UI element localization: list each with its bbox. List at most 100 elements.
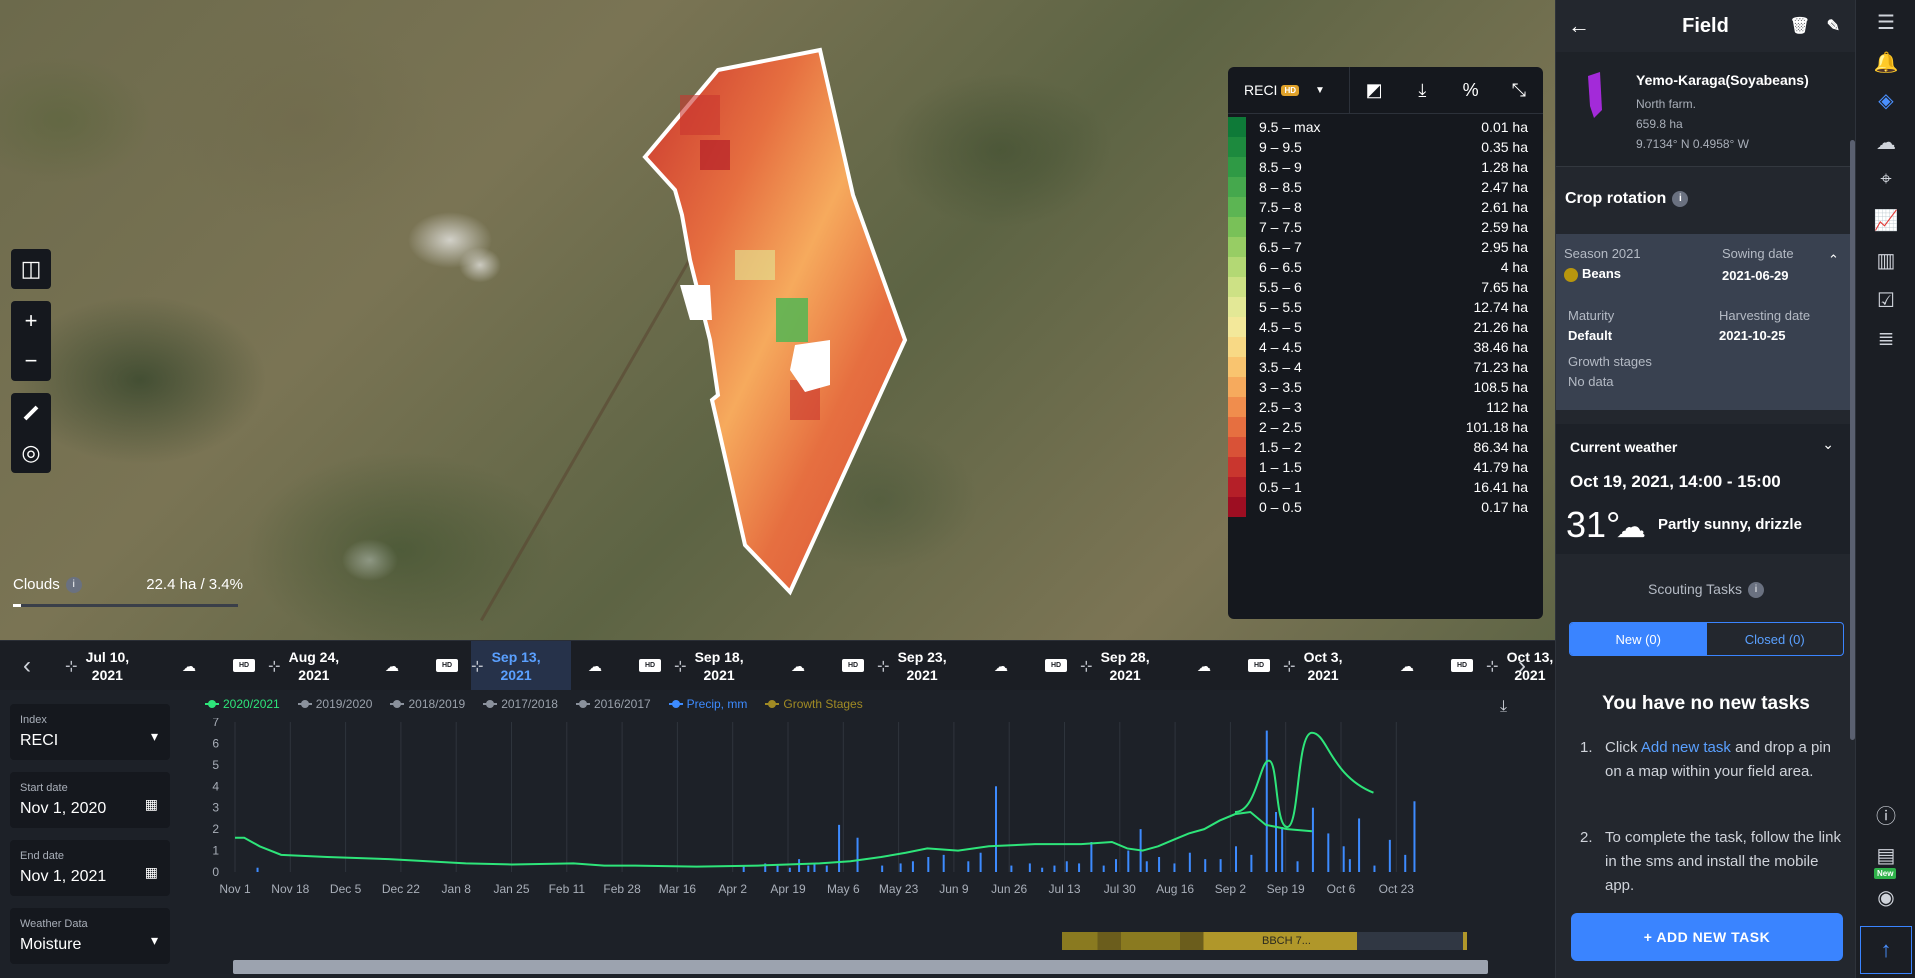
index-select[interactable]: Index RECI ▾	[10, 704, 170, 760]
layers-icon[interactable]: ◈	[1878, 90, 1894, 112]
legend-header: RECI HD ▼ ◩ ⤓ % ⤡	[1228, 67, 1543, 114]
tab-closed[interactable]: Closed (0)	[1744, 631, 1805, 647]
collapse-icon[interactable]: ⤡	[1511, 79, 1527, 100]
scouting-title: Scouting Tasks i	[1556, 581, 1856, 599]
scroll-top-button[interactable]: ↑	[1860, 926, 1912, 974]
precip-bar	[1204, 859, 1207, 872]
legend-area: 101.18 ha	[1465, 419, 1528, 435]
download-icon[interactable]: ⤓	[1418, 79, 1427, 100]
weather-title: Current weather	[1570, 439, 1678, 455]
x-tick-label: Apr 2	[718, 882, 747, 896]
index-chart[interactable]: Nov 1 Nov 18 Dec 5 Dec 22 Jan 8 Jan 25 Feb 11 F…	[195, 718, 1505, 928]
season-card[interactable]: Season 2021 Beans Sowing date 2021-06-29…	[1556, 234, 1856, 410]
precip-bar	[788, 867, 791, 872]
index-value: RECI	[20, 732, 59, 749]
timeline-date[interactable]: ⊹ Sep 23, 2021	[877, 641, 977, 691]
chart-legend-item[interactable]: 2016/2017	[575, 697, 651, 711]
hd-tag[interactable]: HD	[1248, 659, 1270, 672]
index-selector[interactable]: RECI HD ▼	[1228, 67, 1350, 114]
bell-icon[interactable]: 🔔	[1873, 52, 1899, 74]
contrast-icon[interactable]: ◩	[1365, 79, 1383, 100]
timeline-date[interactable]: ⊹ Oct 13, 2021	[1486, 641, 1586, 691]
timeline-scrollbar[interactable]	[233, 960, 1488, 974]
chart-legend-item[interactable]: 2019/2020	[297, 697, 372, 711]
add-new-task-link[interactable]: Add new task	[1640, 739, 1731, 756]
timeline-date[interactable]: ⊹ Sep 28, 2021	[1080, 641, 1180, 691]
zoom-controls: + −	[11, 301, 51, 381]
legend-area: 2.59 ha	[1481, 219, 1528, 235]
ruler-button[interactable]	[11, 393, 51, 433]
precip-bar	[1145, 861, 1148, 872]
hd-tag[interactable]: HD	[436, 659, 458, 672]
menu-icon[interactable]: ☰	[1877, 12, 1895, 34]
end-date-field[interactable]: End date Nov 1, 2021 ▦	[10, 840, 170, 896]
legend-marker	[765, 700, 780, 708]
chevron-up-icon[interactable]: ⌃	[1828, 252, 1839, 267]
precip-bar	[742, 865, 745, 872]
info-icon[interactable]: i	[1672, 190, 1689, 207]
timeline-date[interactable]: ⊹ Sep 13, 2021	[471, 641, 571, 691]
chart-legend-item[interactable]: 2018/2019	[390, 697, 465, 711]
split-view-button[interactable]: ◫	[11, 249, 51, 289]
growth-stage-bar[interactable]: BBCH 7...	[1062, 932, 1467, 950]
chevron-down-icon[interactable]: ⌄	[1822, 436, 1834, 452]
chart-legend-item[interactable]: 2017/2018	[483, 697, 558, 711]
dropdown-icon: ▾	[150, 728, 158, 744]
timeline-date[interactable]: ⊹ Oct 3, 2021	[1283, 641, 1383, 691]
hd-tag[interactable]: HD	[1045, 659, 1067, 672]
cloud-icon[interactable]: ☁	[1876, 132, 1896, 154]
account-icon[interactable]: ◉	[1877, 887, 1895, 909]
chart-legend-item[interactable]: Precip, mm	[668, 697, 747, 711]
satellite-map[interactable]: ◫ + − ◎ Clouds i 22.4 ha / 3.4% RECI HD ▼…	[0, 0, 1555, 640]
zoom-in-button[interactable]: +	[24, 308, 38, 333]
hd-tag[interactable]: HD	[1451, 659, 1473, 672]
start-date-field[interactable]: Start date Nov 1, 2020 ▦	[10, 772, 170, 828]
back-arrow-icon[interactable]: ←	[1568, 13, 1590, 38]
calendar-check-icon[interactable]: ☑	[1877, 290, 1895, 312]
timeline-prev-button[interactable]: ‹	[23, 652, 31, 679]
timeline-date-label: Aug 24, 2021	[288, 649, 340, 683]
info-circle-icon[interactable]: ⓘ	[1876, 806, 1896, 828]
dashboard-icon[interactable]: ▥	[1876, 250, 1896, 272]
field-polygon[interactable]	[0, 0, 1000, 640]
tab-new[interactable]: New (0)	[1570, 623, 1707, 655]
hd-tag[interactable]: HD	[233, 659, 255, 672]
database-icon[interactable]: ≣	[1877, 328, 1895, 350]
news-icon[interactable]: ▤	[1876, 845, 1896, 867]
precip-bar	[1281, 827, 1284, 872]
timeline-next-button[interactable]: ›	[1518, 652, 1526, 679]
cloud-icon: ☁	[588, 658, 602, 674]
step-2: 2. To complete the task, follow the link…	[1580, 826, 1842, 898]
chart-icon[interactable]: 📈	[1873, 210, 1899, 232]
timeline-date[interactable]: ⊹ Sep 18, 2021	[674, 641, 774, 691]
satellite-icon: ⊹	[877, 658, 890, 675]
pin-icon[interactable]: ⌖	[1880, 168, 1892, 190]
chart-legend-item[interactable]: Growth Stages	[765, 697, 863, 711]
legend-row: 9.5 – max 0.01 ha	[1228, 117, 1543, 137]
timeline-date[interactable]: ⊹ Aug 24, 2021	[268, 641, 368, 691]
legend-row: 8.5 – 9 1.28 ha	[1228, 157, 1543, 177]
timeline-date-label: Jul 10, 2021	[85, 649, 130, 683]
add-new-task-button[interactable]: + ADD NEW TASK	[1571, 913, 1843, 961]
legend-row: 1 – 1.5 41.79 ha	[1228, 457, 1543, 477]
growth-stage-end	[1463, 932, 1467, 950]
hd-tag[interactable]: HD	[842, 659, 864, 672]
timeline-date[interactable]: ⊹ Jul 10, 2021	[65, 641, 165, 691]
locate-button[interactable]: ◎	[21, 440, 41, 465]
panel-scrollbar[interactable]	[1850, 140, 1855, 740]
legend-swatch	[1228, 157, 1246, 177]
pencil-icon[interactable]: ✎	[1826, 18, 1840, 35]
zoom-out-button[interactable]: −	[24, 348, 38, 373]
info-icon[interactable]: i	[65, 577, 82, 594]
percent-icon[interactable]: %	[1462, 79, 1479, 100]
chart-legend-item[interactable]: 2020/2021	[205, 697, 280, 711]
weather-data-select[interactable]: Weather Data Moisture ▾	[10, 908, 170, 964]
info-icon[interactable]: i	[1747, 582, 1764, 599]
download-icon[interactable]: ⤓	[1500, 698, 1508, 715]
trash-icon[interactable]: 🗑	[1789, 18, 1810, 35]
calendar-icon[interactable]: ▦	[144, 864, 158, 880]
hd-tag[interactable]: HD	[639, 659, 661, 672]
legend-row: 5 – 5.5 12.74 ha	[1228, 297, 1543, 317]
x-tick-label: Sep 2	[1215, 882, 1247, 896]
calendar-icon[interactable]: ▦	[144, 796, 158, 812]
